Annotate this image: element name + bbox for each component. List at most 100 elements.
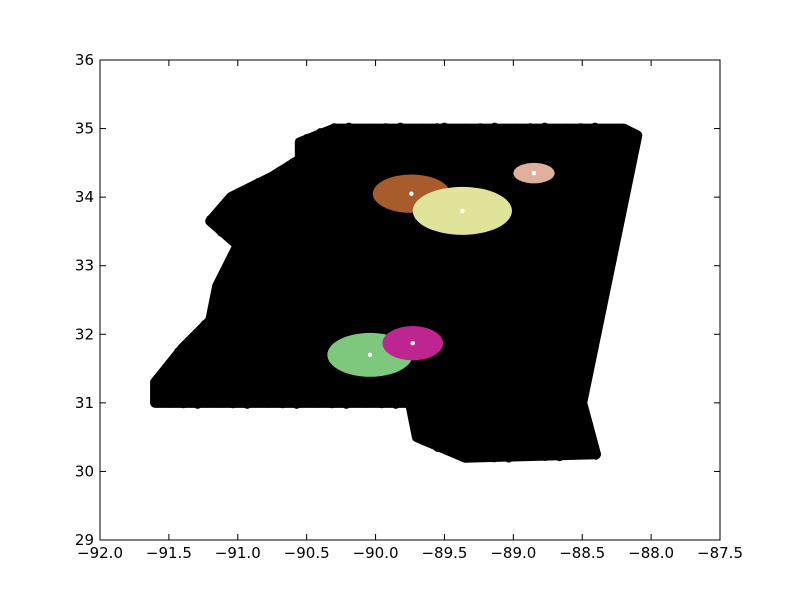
- background-point: [388, 125, 398, 134]
- background-point: [440, 122, 449, 131]
- background-point: [288, 158, 298, 167]
- background-point: [327, 399, 337, 409]
- background-point: [320, 397, 330, 406]
- background-point: [374, 125, 383, 134]
- background-point: [226, 256, 236, 265]
- background-point: [584, 449, 593, 458]
- background-point: [511, 123, 521, 133]
- x-tick-label: −90.5: [284, 544, 330, 562]
- background-point: [468, 125, 478, 134]
- background-point: [511, 452, 521, 461]
- background-point: [349, 398, 358, 408]
- background-point: [370, 397, 379, 406]
- background-point: [250, 398, 259, 408]
- y-tick-label: 29: [75, 531, 94, 549]
- x-tick-label: −91.0: [215, 544, 261, 562]
- y-tick-label: 33: [75, 257, 94, 275]
- x-tick-label: −90.0: [353, 544, 399, 562]
- background-point: [612, 123, 621, 133]
- background-point: [447, 124, 456, 133]
- x-tick-label: −88.0: [628, 544, 674, 562]
- background-point: [461, 123, 471, 133]
- background-point: [490, 454, 499, 463]
- background-point: [504, 454, 513, 463]
- background-point: [626, 129, 635, 138]
- background-point: [306, 396, 316, 406]
- background-point: [274, 167, 284, 176]
- background-point: [299, 398, 308, 408]
- background-point: [337, 125, 346, 134]
- background-point: [268, 174, 277, 183]
- background-point: [342, 400, 351, 409]
- background-point: [352, 124, 361, 133]
- background-point: [604, 268, 614, 277]
- cluster-5-center-marker: [410, 341, 415, 346]
- background-point: [606, 259, 615, 269]
- background-point: [585, 426, 595, 435]
- background-point: [150, 398, 160, 408]
- background-point: [592, 329, 601, 338]
- background-point: [533, 450, 542, 459]
- background-point: [497, 452, 506, 461]
- background-point: [271, 397, 280, 406]
- background-point: [597, 124, 607, 133]
- background-point: [221, 198, 230, 207]
- background-point: [403, 124, 412, 133]
- background-point: [621, 185, 631, 194]
- background-point: [264, 399, 273, 408]
- background-point: [595, 316, 604, 325]
- background-point: [216, 275, 225, 285]
- background-point: [207, 306, 217, 315]
- background-point: [605, 126, 614, 135]
- background-point: [519, 450, 528, 459]
- background-point: [586, 355, 595, 365]
- background-point: [193, 400, 202, 409]
- x-tick-label: −91.5: [146, 544, 192, 562]
- background-point: [447, 445, 456, 455]
- background-point: [596, 307, 605, 317]
- background-point: [585, 364, 594, 373]
- background-point: [344, 122, 354, 131]
- plot-area: [150, 122, 643, 463]
- background-point: [206, 317, 215, 326]
- x-tick-label: −92.0: [77, 544, 123, 562]
- background-point: [482, 451, 492, 461]
- background-point: [207, 396, 216, 406]
- background-point: [211, 288, 220, 298]
- background-point: [211, 221, 220, 230]
- background-point: [285, 398, 294, 407]
- background-point: [432, 123, 442, 132]
- background-point: [412, 433, 422, 442]
- background-point: [377, 399, 386, 409]
- background-point: [433, 443, 442, 452]
- y-tick-label: 35: [75, 120, 94, 138]
- background-point: [440, 444, 449, 454]
- background-point: [409, 415, 418, 425]
- background-point: [426, 438, 435, 447]
- background-point: [221, 397, 231, 406]
- background-point: [295, 154, 304, 163]
- background-point: [497, 124, 506, 133]
- background-point: [611, 233, 621, 242]
- background-point: [160, 367, 169, 377]
- background-point: [254, 178, 263, 187]
- x-tick-label: −89.0: [490, 544, 536, 562]
- background-point: [569, 125, 578, 134]
- background-point: [504, 126, 514, 135]
- background-point: [247, 183, 256, 193]
- background-point: [616, 211, 625, 221]
- background-point: [540, 452, 550, 461]
- background-point: [228, 399, 238, 409]
- background-point: [391, 400, 400, 409]
- background-point: [278, 399, 287, 409]
- background-point: [216, 206, 225, 216]
- background-point: [425, 125, 434, 134]
- background-point: [483, 125, 492, 134]
- background-point: [454, 451, 463, 460]
- background-point: [628, 150, 638, 159]
- background-point: [554, 126, 564, 135]
- background-point: [217, 228, 226, 237]
- background-point: [609, 246, 618, 255]
- background-point: [490, 122, 499, 131]
